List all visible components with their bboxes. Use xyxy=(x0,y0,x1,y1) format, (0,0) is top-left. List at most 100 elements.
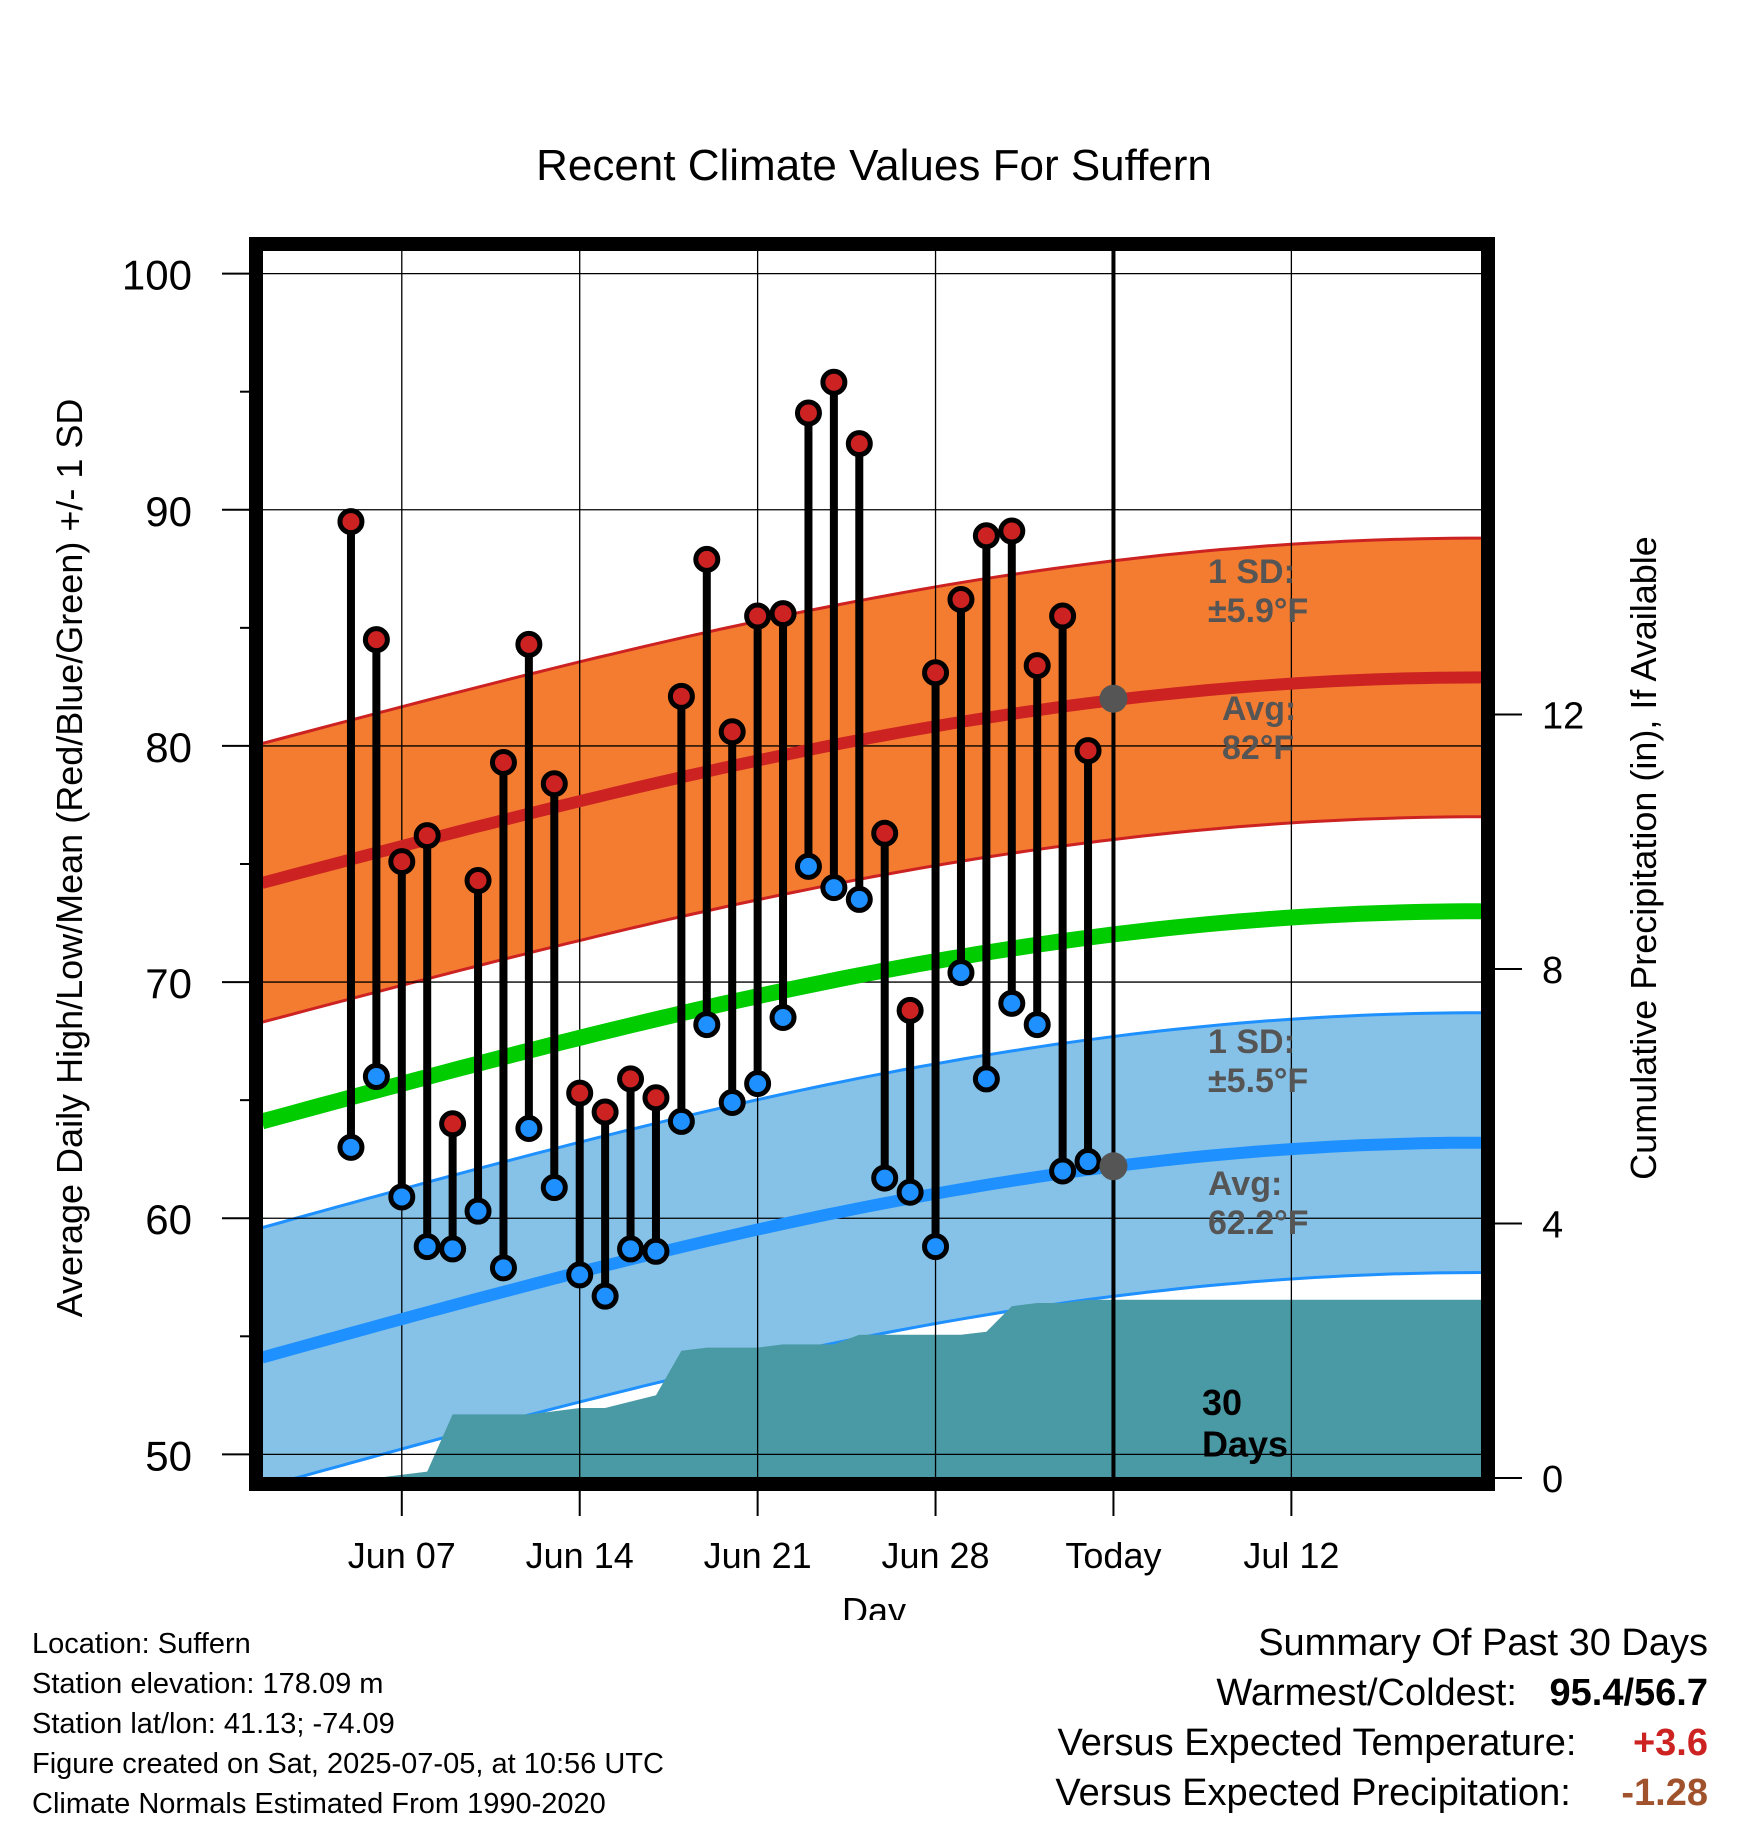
daily-high-point xyxy=(972,522,1000,550)
y-tick-label: 60 xyxy=(145,1196,192,1243)
high-avg-annotation: Avg: 82°F xyxy=(1222,690,1296,767)
summary-warmest-coldest: Warmest/Coldest: 95.4/56.7 xyxy=(1216,1672,1708,1714)
window-annotation: 30 Days xyxy=(1202,1382,1288,1464)
daily-low-point xyxy=(947,959,975,987)
high-sd-lower-edge xyxy=(262,815,1482,1024)
daily-low-point xyxy=(744,1070,772,1098)
temp-label: Versus Expected Temperature: xyxy=(1057,1722,1577,1764)
plot-area: 50 60 70 80 90 100 0 4 8 12 Jun 07 Jun 14 Jun 21 Jun … xyxy=(122,237,1584,1576)
low-sd-annotation-line: ±5.5°F xyxy=(1208,1062,1308,1100)
daily-high-point xyxy=(1074,737,1102,765)
window-annotation-line: Days xyxy=(1202,1423,1288,1464)
daily-low-point xyxy=(617,1235,645,1263)
daily-high-point xyxy=(388,848,416,876)
daily-low-point xyxy=(439,1235,467,1263)
daily-high-point xyxy=(617,1065,645,1093)
daily-high-point xyxy=(464,867,492,895)
precip-label: Versus Expected Precipitation: xyxy=(1055,1772,1571,1814)
daily-low-point xyxy=(566,1261,594,1289)
high-sd-annotation-line: ±5.9°F xyxy=(1208,592,1308,630)
footer-normals: Climate Normals Estimated From 1990-2020 xyxy=(32,1788,606,1820)
normal-mean-line xyxy=(262,903,1482,1130)
daily-high-point xyxy=(845,430,873,458)
footer-created: Figure created on Sat, 2025-07-05, at 10… xyxy=(32,1748,664,1780)
y2-axis-label: Cumulative Precipitation (in), If Availa… xyxy=(1623,536,1664,1180)
low-sd-annotation-line: 1 SD: xyxy=(1208,1023,1295,1061)
y2-tick-label: 0 xyxy=(1542,1459,1563,1501)
daily-low-point xyxy=(362,1063,390,1091)
high-avg-annotation-line: 82°F xyxy=(1222,729,1294,767)
daily-high-point xyxy=(693,545,721,573)
y-tick-label: 80 xyxy=(145,724,192,771)
daily-low-point xyxy=(1049,1157,1077,1185)
daily-low-point xyxy=(1074,1148,1102,1176)
warmest-label: Warmest/Coldest: xyxy=(1216,1672,1517,1714)
daily-low-point xyxy=(591,1282,619,1310)
daily-high-point xyxy=(642,1084,670,1112)
low-avg-annotation-line: 62.2°F xyxy=(1208,1204,1309,1242)
warmest-value: 95.4 xyxy=(1549,1672,1624,1714)
footer-elevation: Station elevation: 178.09 m xyxy=(32,1668,384,1700)
today-low-avg-point xyxy=(1099,1152,1128,1181)
daily-low-point xyxy=(718,1089,746,1117)
low-avg-annotation: Avg: 62.2°F xyxy=(1208,1165,1309,1242)
daily-low-point xyxy=(998,989,1026,1017)
daily-high-point xyxy=(744,602,772,630)
plot-clipped-group xyxy=(262,250,1482,1478)
daily-high-point xyxy=(718,718,746,746)
x-tick-label: Jun 21 xyxy=(704,1535,812,1576)
normal-high-line xyxy=(262,671,1482,889)
coldest-value: 56.7 xyxy=(1634,1672,1708,1714)
daily-high-point xyxy=(337,508,365,536)
daily-high-point xyxy=(566,1079,594,1107)
precip-value: -1.28 xyxy=(1621,1772,1708,1814)
daily-high-point xyxy=(667,682,695,710)
daily-low-point xyxy=(540,1174,568,1202)
daily-high-point xyxy=(922,659,950,687)
y-tick-label: 70 xyxy=(145,960,192,1007)
low-sd-band xyxy=(262,1012,1482,1478)
daily-low-point xyxy=(769,1004,797,1031)
high-avg-annotation-line: Avg: xyxy=(1222,690,1296,728)
daily-high-point xyxy=(439,1110,467,1138)
daily-high-point xyxy=(1049,602,1077,630)
y2-tick-label: 8 xyxy=(1542,950,1563,992)
high-sd-annotation: 1 SD: ±5.9°F xyxy=(1208,553,1308,630)
low-sd-upper-edge xyxy=(262,1011,1482,1230)
y-tick-label: 90 xyxy=(145,488,192,535)
daily-high-point xyxy=(413,822,441,850)
daily-low-point xyxy=(388,1183,416,1211)
daily-high-point xyxy=(362,626,390,654)
chart-title: Recent Climate Values For Suffern xyxy=(536,141,1212,190)
daily-low-point xyxy=(515,1114,543,1142)
y-tick-label: 50 xyxy=(145,1432,192,1479)
footer-latlon: Station lat/lon: 41.13; -74.09 xyxy=(32,1708,395,1740)
today-high-avg-point xyxy=(1099,684,1128,713)
low-sd-annotation: 1 SD: ±5.5°F xyxy=(1208,1023,1308,1100)
daily-high-point xyxy=(591,1098,619,1126)
daily-low-point xyxy=(667,1107,695,1135)
low-avg-annotation-line: Avg: xyxy=(1208,1165,1282,1203)
precipitation-area xyxy=(376,1299,1482,1478)
daily-low-point xyxy=(972,1065,1000,1093)
daily-low-point xyxy=(896,1178,924,1206)
x-tick-label: Jun 28 xyxy=(881,1535,989,1576)
daily-high-point xyxy=(769,600,797,628)
x-tick-label: Jun 07 xyxy=(348,1535,456,1576)
summary-title: Summary Of Past 30 Days xyxy=(1258,1622,1708,1664)
daily-low-point xyxy=(820,874,848,902)
y-tick-label: 100 xyxy=(122,252,192,299)
daily-low-point xyxy=(1023,1011,1051,1039)
daily-low-point xyxy=(794,852,822,880)
daily-low-point xyxy=(413,1233,441,1261)
daily-low-point xyxy=(489,1254,517,1282)
daily-high-point xyxy=(871,819,899,847)
daily-high-point xyxy=(515,630,543,658)
footer-location: Location: Suffern xyxy=(32,1628,251,1660)
daily-high-point xyxy=(540,770,568,798)
climate-chart: Recent Climate Values For Suffern Averag… xyxy=(49,141,1664,1620)
x-tick-label: Jul 12 xyxy=(1243,1535,1339,1576)
daily-low-point xyxy=(337,1133,365,1161)
y-axis-label: Average Daily High/Low/Mean (Red/Blue/Gr… xyxy=(49,399,90,1318)
y2-tick-label: 12 xyxy=(1542,695,1584,737)
